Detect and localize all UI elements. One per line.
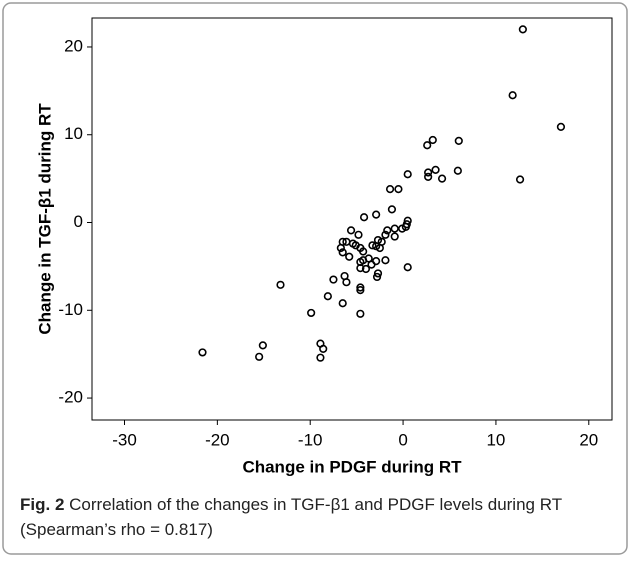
y-tick-label: 10 bbox=[64, 124, 83, 143]
x-tick-label: 20 bbox=[579, 430, 598, 449]
point bbox=[356, 285, 365, 295]
point bbox=[398, 224, 407, 233]
point bbox=[359, 247, 368, 256]
caption-text: Correlation of the changes in TGF-β1 and… bbox=[20, 495, 562, 539]
point bbox=[381, 256, 390, 265]
point bbox=[394, 185, 403, 194]
point bbox=[345, 252, 354, 261]
point bbox=[346, 226, 356, 235]
y-tick-label: -10 bbox=[58, 300, 83, 319]
point bbox=[342, 237, 351, 246]
x-tick-label: 0 bbox=[398, 430, 407, 449]
point bbox=[319, 344, 328, 354]
point bbox=[342, 278, 351, 287]
y-tick-label: -20 bbox=[58, 388, 83, 407]
point bbox=[390, 224, 399, 233]
point bbox=[385, 185, 395, 194]
y-tick-label: 0 bbox=[74, 212, 83, 231]
point bbox=[338, 237, 347, 246]
point bbox=[307, 308, 316, 318]
point bbox=[518, 25, 527, 34]
point bbox=[428, 135, 437, 145]
point bbox=[356, 264, 365, 273]
point bbox=[276, 280, 285, 289]
caption: Fig. 2 Correlation of the changes in TGF… bbox=[20, 492, 610, 542]
frame bbox=[2, 2, 628, 555]
point bbox=[329, 275, 338, 284]
point bbox=[198, 348, 207, 357]
point bbox=[381, 230, 390, 239]
point bbox=[373, 269, 383, 278]
x-tick-label: 10 bbox=[486, 430, 505, 449]
x-tick-label: -10 bbox=[298, 430, 323, 449]
point bbox=[424, 168, 433, 177]
point bbox=[508, 91, 517, 100]
point bbox=[356, 283, 365, 292]
x-tick-label: -30 bbox=[112, 430, 137, 449]
point bbox=[515, 175, 525, 184]
y-axis-title: Change in TGF-β1 during RT bbox=[35, 103, 54, 335]
point bbox=[383, 226, 392, 235]
point bbox=[375, 243, 384, 253]
point bbox=[338, 248, 347, 257]
point bbox=[354, 230, 363, 239]
point bbox=[338, 299, 347, 308]
point bbox=[361, 264, 371, 274]
point bbox=[258, 341, 267, 350]
point bbox=[372, 210, 381, 219]
y-tick-label: 20 bbox=[64, 36, 83, 55]
point bbox=[437, 174, 447, 183]
point bbox=[359, 213, 369, 222]
x-axis-title: Change in PDGF during RT bbox=[242, 457, 462, 476]
point bbox=[372, 257, 381, 266]
point bbox=[424, 172, 433, 181]
point bbox=[356, 309, 365, 318]
point bbox=[372, 272, 382, 282]
point bbox=[556, 122, 566, 131]
point bbox=[323, 292, 332, 301]
point bbox=[423, 141, 432, 150]
point bbox=[431, 165, 440, 174]
point bbox=[364, 254, 373, 263]
point bbox=[390, 232, 399, 241]
point bbox=[454, 136, 463, 145]
point bbox=[387, 205, 397, 214]
plot-area bbox=[91, 17, 613, 421]
point bbox=[255, 352, 264, 361]
point bbox=[316, 353, 325, 362]
point bbox=[453, 166, 462, 175]
point bbox=[403, 263, 412, 272]
point bbox=[403, 170, 412, 179]
x-tick-label: -20 bbox=[205, 430, 230, 449]
caption-label: Fig. 2 bbox=[20, 495, 65, 514]
point bbox=[368, 241, 377, 250]
